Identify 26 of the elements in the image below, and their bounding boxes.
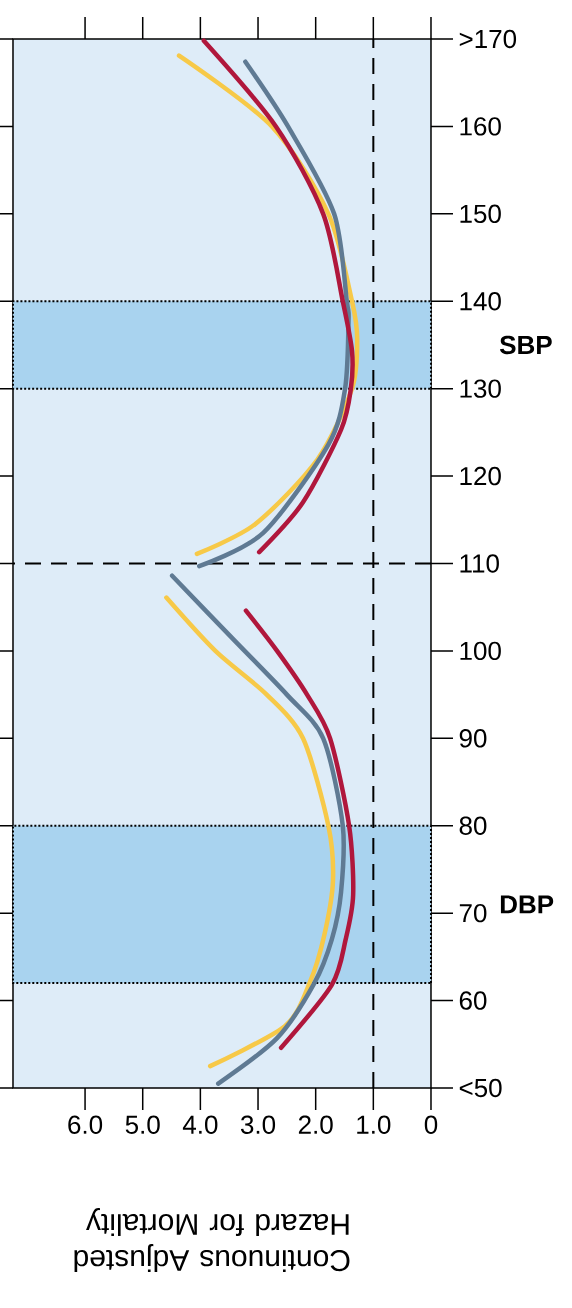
x-tick-label: 1.0: [357, 1115, 391, 1134]
y-tick-label: 110: [460, 554, 499, 573]
line-series: [164, 595, 336, 1069]
y-tick-label: 80: [459, 816, 487, 835]
text: DBP: [500, 895, 554, 914]
y-tick-label: 150: [460, 204, 501, 224]
y-tick-label: <50: [459, 1078, 502, 1098]
y-tick-label: 130: [460, 379, 501, 398]
line-series: [169, 573, 347, 1086]
x-tick-label: 5.0: [125, 1115, 160, 1134]
y-tick-label: 70: [459, 903, 487, 923]
y-tick-label: 140: [460, 292, 501, 311]
x-tick-label: 2.0: [298, 1115, 333, 1134]
x-tick-label: 4.0: [182, 1115, 218, 1134]
y-tick-label: 160: [460, 117, 501, 136]
x-tick-label: 3.0: [240, 1115, 276, 1134]
y-tick-label: 60: [459, 991, 487, 1010]
line-series: [243, 608, 356, 1051]
x-tick-label: 6.0: [68, 1115, 103, 1134]
y-tick-label: >170: [459, 29, 517, 49]
y-tick-label: 90: [459, 729, 487, 748]
x-tick-label: 0: [424, 1115, 438, 1134]
y-tick-label: 120: [460, 466, 501, 486]
x-axis-title: Continuous Adjusted Hazard for Mortality: [74, 1208, 350, 1272]
text: SBP: [499, 335, 552, 355]
y-tick-label: 100: [460, 641, 501, 661]
